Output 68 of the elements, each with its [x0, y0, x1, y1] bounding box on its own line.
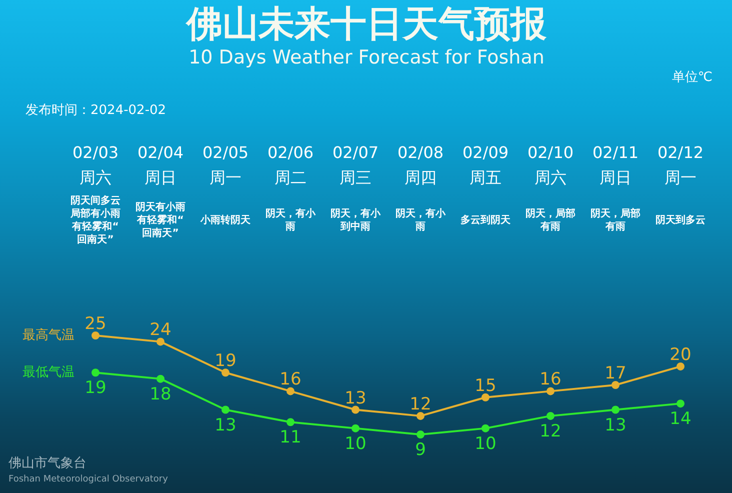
- point: [92, 332, 100, 340]
- x-tick-label: 02/03 周六: [72, 143, 119, 187]
- series-label: 最高气温: [22, 327, 74, 343]
- point: [546, 412, 554, 420]
- data-label: 14: [670, 409, 692, 430]
- data-label: 19: [84, 378, 106, 398]
- point: [222, 406, 230, 414]
- point: [676, 362, 684, 370]
- text: 阴天，局部有雨: [590, 208, 640, 232]
- data-label: 18: [150, 384, 172, 404]
- point: [612, 381, 620, 389]
- data-label: 20: [670, 344, 692, 365]
- text: 阴天，有小雨: [396, 208, 446, 232]
- point: [156, 338, 164, 346]
- text: 小雨转阴天: [200, 214, 252, 226]
- data-label: 15: [474, 376, 496, 396]
- x-tick-label: 02/10 周六: [527, 143, 574, 187]
- x-tick-label: 02/05 周一: [202, 143, 249, 187]
- data-label: 11: [280, 428, 302, 448]
- x-tick-label: 02/11 周日: [592, 143, 639, 187]
- chart-subtitle: 10 Days Weather Forecast for Foshan: [188, 46, 544, 68]
- data-label: 13: [344, 388, 366, 408]
- data-label: 16: [540, 370, 562, 390]
- point: [352, 406, 360, 414]
- x-tick-label: 02/09 周五: [462, 143, 509, 187]
- point: [676, 400, 684, 408]
- x-tick-label: 02/07 周三: [332, 143, 379, 187]
- text: 发布时间：2024-02-02: [26, 103, 166, 118]
- data-label: 10: [474, 434, 496, 454]
- data-label: 12: [540, 421, 562, 442]
- data-label: 13: [604, 415, 626, 436]
- data-label: 10: [344, 434, 366, 454]
- text: Foshan Meteorological Observatory: [8, 474, 169, 484]
- point: [92, 368, 100, 377]
- data-label: 25: [84, 314, 106, 334]
- text: 多云到阴天: [460, 214, 512, 226]
- point: [416, 412, 424, 420]
- data-label: 13: [214, 415, 236, 436]
- text: 阴天，有小雨: [266, 208, 316, 232]
- point: [416, 430, 424, 438]
- point: [482, 424, 490, 432]
- point: [286, 387, 294, 396]
- data-label: 9: [415, 440, 426, 460]
- point: [482, 393, 490, 402]
- data-label: 17: [604, 364, 626, 384]
- data-label: 16: [280, 370, 302, 390]
- point: [352, 424, 360, 432]
- chart-title: 佛山未来十日天气预报: [184, 4, 548, 45]
- data-label: 24: [150, 320, 172, 340]
- text: 阴天到多云: [656, 214, 706, 226]
- point: [286, 418, 294, 426]
- text: 阴天，局部有雨: [526, 208, 576, 232]
- data-label: 19: [214, 351, 236, 372]
- point: [156, 374, 164, 383]
- x-tick-label: 02/12 周一: [657, 143, 704, 187]
- x-tick-label: 02/08 周四: [397, 143, 444, 187]
- point: [612, 406, 620, 414]
- text: 佛山市气象台: [8, 456, 86, 471]
- point: [222, 368, 230, 377]
- x-tick-label: 02/04 周日: [137, 143, 184, 187]
- point: [546, 387, 554, 396]
- text: 阴天有小雨有轻雾和“回南天”: [136, 201, 186, 239]
- text: 阴天间多云局部有小雨有轻雾和“回南天”: [70, 194, 120, 246]
- series-label: 最低气温: [22, 365, 74, 380]
- text: 单位℃: [672, 70, 713, 85]
- data-label: 12: [410, 394, 432, 414]
- text: 阴天，有小到中雨: [330, 208, 382, 232]
- x-tick-label: 02/06 周二: [267, 143, 314, 187]
